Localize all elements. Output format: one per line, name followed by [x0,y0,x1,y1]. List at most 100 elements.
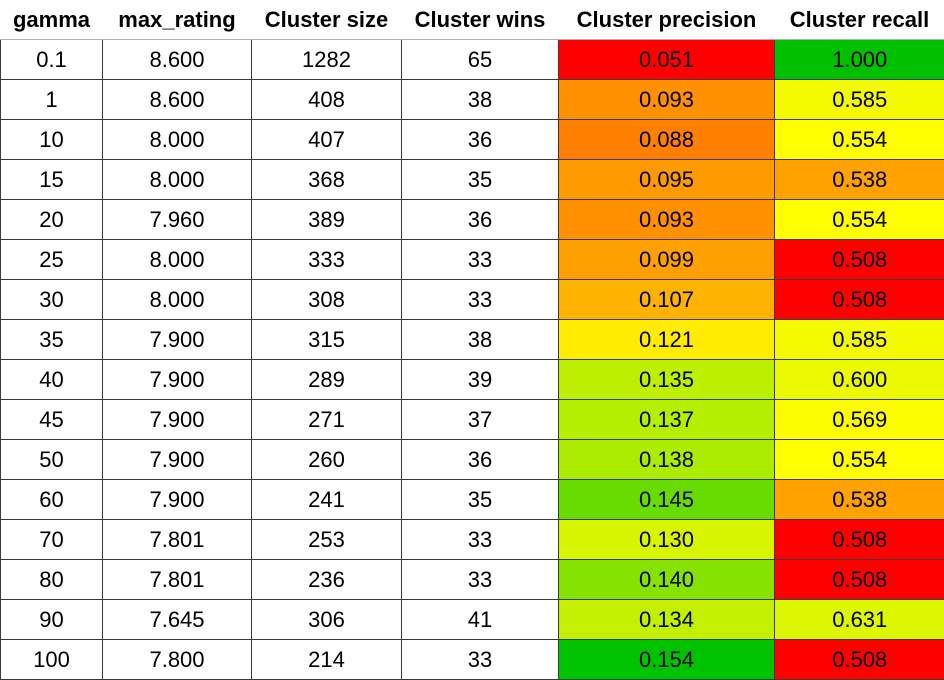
max-rating-cell[interactable]: 7.900 [103,320,252,360]
header-cluster-size[interactable]: Cluster size [252,0,402,40]
header-cluster-wins[interactable]: Cluster wins [402,0,559,40]
precision-cell[interactable]: 0.095 [559,160,775,200]
cluster-size-cell[interactable]: 407 [252,120,402,160]
recall-cell[interactable]: 0.508 [775,520,944,560]
max-rating-cell[interactable]: 7.960 [103,200,252,240]
cluster-size-cell[interactable]: 1282 [252,40,402,80]
precision-cell[interactable]: 0.135 [559,360,775,400]
cluster-size-cell[interactable]: 333 [252,240,402,280]
gamma-cell[interactable]: 10 [1,120,103,160]
max-rating-cell[interactable]: 7.900 [103,360,252,400]
precision-cell[interactable]: 0.134 [559,600,775,640]
gamma-cell[interactable]: 25 [1,240,103,280]
cluster-wins-cell[interactable]: 65 [402,40,559,80]
gamma-cell[interactable]: 90 [1,600,103,640]
cluster-wins-cell[interactable]: 36 [402,440,559,480]
precision-cell[interactable]: 0.088 [559,120,775,160]
gamma-cell[interactable]: 15 [1,160,103,200]
precision-cell[interactable]: 0.154 [559,640,775,680]
cluster-size-cell[interactable]: 308 [252,280,402,320]
max-rating-cell[interactable]: 7.900 [103,440,252,480]
max-rating-cell[interactable]: 8.600 [103,80,252,120]
precision-cell[interactable]: 0.145 [559,480,775,520]
precision-cell[interactable]: 0.138 [559,440,775,480]
recall-cell[interactable]: 0.508 [775,640,944,680]
cluster-wins-cell[interactable]: 33 [402,520,559,560]
gamma-cell[interactable]: 40 [1,360,103,400]
header-gamma[interactable]: gamma [1,0,103,40]
max-rating-cell[interactable]: 8.000 [103,280,252,320]
precision-cell[interactable]: 0.140 [559,560,775,600]
precision-cell[interactable]: 0.130 [559,520,775,560]
recall-cell[interactable]: 1.000 [775,40,944,80]
precision-cell[interactable]: 0.099 [559,240,775,280]
gamma-cell[interactable]: 45 [1,400,103,440]
max-rating-cell[interactable]: 7.801 [103,520,252,560]
precision-cell[interactable]: 0.093 [559,200,775,240]
cluster-size-cell[interactable]: 389 [252,200,402,240]
max-rating-cell[interactable]: 7.800 [103,640,252,680]
gamma-cell[interactable]: 30 [1,280,103,320]
recall-cell[interactable]: 0.585 [775,80,944,120]
cluster-size-cell[interactable]: 306 [252,600,402,640]
cluster-size-cell[interactable]: 241 [252,480,402,520]
max-rating-cell[interactable]: 8.000 [103,160,252,200]
recall-cell[interactable]: 0.585 [775,320,944,360]
cluster-wins-cell[interactable]: 33 [402,640,559,680]
gamma-cell[interactable]: 35 [1,320,103,360]
cluster-size-cell[interactable]: 315 [252,320,402,360]
gamma-cell[interactable]: 80 [1,560,103,600]
gamma-cell[interactable]: 50 [1,440,103,480]
max-rating-cell[interactable]: 7.645 [103,600,252,640]
cluster-size-cell[interactable]: 408 [252,80,402,120]
cluster-wins-cell[interactable]: 35 [402,480,559,520]
gamma-cell[interactable]: 0.1 [1,40,103,80]
recall-cell[interactable]: 0.508 [775,280,944,320]
recall-cell[interactable]: 0.538 [775,160,944,200]
cluster-wins-cell[interactable]: 38 [402,80,559,120]
cluster-wins-cell[interactable]: 41 [402,600,559,640]
max-rating-cell[interactable]: 8.000 [103,120,252,160]
cluster-wins-cell[interactable]: 39 [402,360,559,400]
precision-cell[interactable]: 0.107 [559,280,775,320]
recall-cell[interactable]: 0.508 [775,240,944,280]
max-rating-cell[interactable]: 7.900 [103,480,252,520]
recall-cell[interactable]: 0.554 [775,440,944,480]
cluster-wins-cell[interactable]: 36 [402,200,559,240]
precision-cell[interactable]: 0.051 [559,40,775,80]
gamma-cell[interactable]: 100 [1,640,103,680]
header-cluster-recall[interactable]: Cluster recall [775,0,944,40]
recall-cell[interactable]: 0.554 [775,200,944,240]
gamma-cell[interactable]: 60 [1,480,103,520]
cluster-wins-cell[interactable]: 38 [402,320,559,360]
cluster-size-cell[interactable]: 368 [252,160,402,200]
max-rating-cell[interactable]: 8.000 [103,240,252,280]
cluster-wins-cell[interactable]: 33 [402,240,559,280]
cluster-size-cell[interactable]: 289 [252,360,402,400]
cluster-wins-cell[interactable]: 35 [402,160,559,200]
cluster-wins-cell[interactable]: 33 [402,560,559,600]
header-cluster-precision[interactable]: Cluster precision [559,0,775,40]
recall-cell[interactable]: 0.569 [775,400,944,440]
cluster-size-cell[interactable]: 253 [252,520,402,560]
max-rating-cell[interactable]: 7.801 [103,560,252,600]
gamma-cell[interactable]: 70 [1,520,103,560]
cluster-wins-cell[interactable]: 33 [402,280,559,320]
gamma-cell[interactable]: 20 [1,200,103,240]
cluster-size-cell[interactable]: 214 [252,640,402,680]
recall-cell[interactable]: 0.538 [775,480,944,520]
recall-cell[interactable]: 0.508 [775,560,944,600]
precision-cell[interactable]: 0.121 [559,320,775,360]
max-rating-cell[interactable]: 8.600 [103,40,252,80]
recall-cell[interactable]: 0.554 [775,120,944,160]
gamma-cell[interactable]: 1 [1,80,103,120]
max-rating-cell[interactable]: 7.900 [103,400,252,440]
precision-cell[interactable]: 0.137 [559,400,775,440]
cluster-wins-cell[interactable]: 37 [402,400,559,440]
cluster-size-cell[interactable]: 236 [252,560,402,600]
precision-cell[interactable]: 0.093 [559,80,775,120]
recall-cell[interactable]: 0.600 [775,360,944,400]
cluster-size-cell[interactable]: 271 [252,400,402,440]
recall-cell[interactable]: 0.631 [775,600,944,640]
cluster-wins-cell[interactable]: 36 [402,120,559,160]
